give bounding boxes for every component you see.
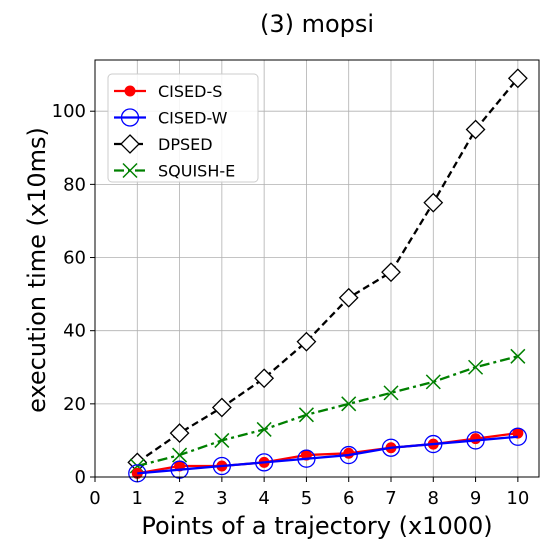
data-point-dpsed [338,287,359,308]
data-point-squish-e [425,374,441,390]
y-tick-label: 20 [63,394,86,415]
x-tick-label: 3 [216,488,227,509]
x-marker-stroke [425,374,441,390]
data-point-dpsed [169,423,190,444]
data-point-cised-w [508,427,528,446]
data-point-dpsed [465,119,486,140]
data-point-squish-e [341,396,357,412]
legend-marker-dpsed [120,134,140,154]
x-marker-stroke [256,421,272,437]
data-point-squish-e [510,348,526,364]
x-tick-label: 10 [506,488,529,509]
x-tick-label: 9 [470,488,481,509]
data-point-squish-e [383,385,399,401]
x-tick-label: 7 [385,488,396,509]
legend-label-squish-e: SQUISH-E [158,162,235,181]
series-line-dpsed [136,77,519,464]
y-tick-label: 40 [63,321,86,342]
legend-box [107,73,259,183]
chart-title: (3) mopsi [260,10,374,38]
data-point-cised-w [212,456,232,476]
x-marker-stroke [468,359,484,375]
x-marker-stroke [510,348,526,364]
x-marker-stroke [214,432,230,448]
data-point-cised-w [339,445,358,465]
x-tick-label: 8 [428,488,439,509]
data-point-cised-w [254,453,274,472]
y-tick-label: 100 [52,101,86,122]
legend-marker-cised-s [124,85,136,97]
legend-label-cised-s: CISED-S [158,82,222,101]
y-tick-label: 80 [63,174,86,195]
x-tick-label: 1 [132,488,143,509]
data-point-dpsed [381,262,401,283]
data-point-dpsed [507,68,528,89]
x-marker-stroke [383,385,399,401]
x-marker-stroke [122,162,138,179]
x-tick-label: 6 [343,488,354,509]
plot-frame [94,59,540,478]
y-tick-label: 60 [63,248,86,269]
data-point-squish-e [214,432,230,448]
data-point-cised-w [381,438,401,457]
data-point-squish-e [468,359,484,375]
x-tick-label: 5 [301,488,312,509]
data-point-dpsed [254,368,275,389]
legend: CISED-S CISED-W DPSED SQUISH-E [107,73,259,183]
x-marker-stroke [298,407,314,423]
legend-label-dpsed: DPSED [158,135,213,154]
y-axis-label: execution time (x10ms) [23,127,51,413]
data-point-dpsed [423,192,444,213]
data-point-dpsed [211,397,232,418]
x-marker-stroke [172,447,188,463]
data-point-cised-w [424,434,443,454]
y-tick-label: 0 [75,467,86,488]
data-point-cised-s [343,447,355,459]
series-line-cised-w [137,435,518,475]
series-layer [127,68,528,483]
data-point-cised-s [470,433,482,445]
data-point-squish-e [256,421,272,437]
legend-marker-cised-w [120,108,140,127]
legend-marker-squish-e [122,162,138,179]
x-tick-label: 0 [89,488,100,509]
data-point-dpsed [296,331,317,352]
data-point-cised-w [466,431,485,450]
x-tick-label: 2 [174,488,185,509]
legend-label-cised-w: CISED-W [158,109,228,128]
x-marker-stroke [341,396,357,412]
data-point-cised-w [297,449,316,468]
data-point-squish-e [172,447,188,463]
data-point-squish-e [298,407,314,423]
x-tick-label: 4 [258,488,269,509]
series-squish-e [129,348,526,474]
x-axis-label: Points of a trajectory (x1000) [141,512,492,540]
series-line-squish-e [136,355,519,468]
